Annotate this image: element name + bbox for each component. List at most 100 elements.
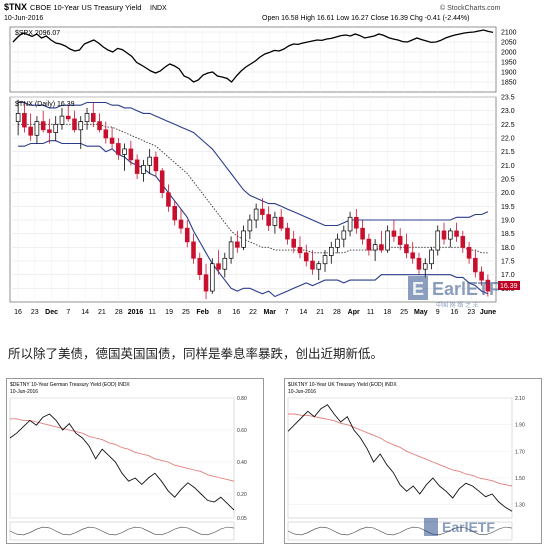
x-tick-label: Dec [45, 309, 58, 316]
last-value-badge [498, 281, 520, 290]
tnx-tick-label: 17.5 [501, 259, 515, 266]
spx-grid [10, 27, 496, 92]
candle-body [134, 159, 140, 174]
thumb-plot: 0.80 0.60 0.40 0.20 0.05 [9, 396, 247, 541]
thumb-date: 10-Jun-2016 [288, 389, 316, 395]
candle-body [235, 241, 240, 248]
candle-body [278, 216, 284, 229]
candle-body [360, 227, 365, 240]
candle-body [59, 115, 65, 125]
candle-body [291, 238, 297, 248]
tnx-tick-label: 21.5 [501, 149, 515, 156]
thumb-series-line [9, 413, 235, 511]
candle-body [272, 216, 278, 226]
candle-body [90, 113, 96, 122]
candle-body [65, 115, 71, 120]
caption-text: 所以除了美债，德国英国国债，同样是拳息率暴跌，创出近期新低。 [8, 346, 384, 361]
x-tick-label: Apr [348, 309, 360, 316]
x-tick-label: 28 [115, 309, 123, 316]
candle-body [285, 227, 290, 240]
bollinger-upper-band [18, 101, 489, 227]
candle-body [97, 121, 102, 131]
candle-body [366, 238, 372, 251]
spx-series-line [12, 29, 494, 83]
x-tick-label: 11 [367, 309, 374, 316]
thumb-tick-label: 0.20 [237, 492, 247, 498]
chart-credit: © StockCharts.com [440, 4, 501, 12]
candle-body [166, 192, 171, 207]
candle-body [266, 214, 271, 226]
candle-body [53, 123, 59, 133]
x-tick-label: 14 [299, 309, 307, 316]
candle-body [347, 216, 353, 232]
candle-body [197, 257, 203, 276]
candle-body [454, 230, 459, 237]
candle-body [228, 241, 234, 259]
thumb-watermark-box [424, 518, 438, 536]
candle-body [47, 129, 52, 133]
candle-body [241, 230, 246, 248]
candle-body [28, 126, 33, 136]
chart-ticker: $TNX [4, 2, 27, 12]
thumb-tick-label: 0.60 [237, 428, 247, 434]
thumb-title: $DETNY 10-Year German Treasury Yield (EO… [10, 382, 130, 388]
x-tick-label: 11 [149, 309, 156, 316]
chart-stats: Open 16.58 High 16.61 Low 16.27 Close 16… [262, 15, 469, 22]
x-tick-label: 8 [217, 309, 221, 316]
candle-body [184, 227, 190, 243]
candle-body [429, 249, 434, 265]
candle-body [141, 164, 146, 174]
candle-body [72, 118, 77, 131]
candle-body [485, 279, 491, 292]
tnx-tick-label: 19.5 [501, 204, 515, 211]
candle-body [128, 148, 134, 161]
x-tick-label: 23 [31, 309, 39, 316]
candle-body [84, 113, 90, 122]
x-tick-label: 14 [81, 309, 89, 316]
candle-body [159, 170, 165, 194]
candle-body [447, 230, 453, 240]
thumb-tick-label: 0.40 [237, 460, 247, 466]
candle-body [341, 230, 347, 240]
spx-axis: 2100 2050 2000 1950 1900 1850 [501, 30, 517, 87]
spx-tick-label: 1850 [501, 80, 517, 87]
candle-body [310, 260, 315, 270]
earletf-watermark: E EarlETF 中国 网 络 之 王 [408, 276, 500, 309]
candle-body [147, 156, 152, 166]
tnx-tick-label: 22.5 [501, 122, 515, 129]
candle-body [410, 252, 416, 259]
candle-body [191, 241, 196, 259]
candle-body [247, 219, 253, 232]
bollinger-middle-band [18, 123, 488, 254]
thumb-tick-label: 0.80 [237, 396, 247, 402]
x-tick-label: 2016 [128, 309, 144, 316]
x-tick-label: 22 [249, 309, 257, 316]
x-tick-label: 16 [232, 309, 240, 316]
candle-body [40, 121, 46, 131]
candle-body [328, 246, 334, 256]
spx-tick-label: 1900 [501, 70, 517, 77]
tnx-label: $TNX (Daily) 16.39 [15, 101, 75, 108]
bollinger-lower-band [18, 140, 489, 298]
thumb-watermark: EarlETF [424, 518, 495, 536]
candle-body [153, 156, 159, 172]
candle-body [379, 244, 384, 251]
candle-body [216, 263, 221, 270]
watermark-logo-letter: E [412, 279, 424, 299]
candle-body [385, 230, 390, 251]
candle-body [303, 252, 309, 262]
x-tick-label: 19 [165, 309, 173, 316]
tnx-tick-label: 19.0 [501, 218, 515, 225]
tnx-tick-label: 23.5 [501, 95, 515, 102]
watermark-logo-box [408, 276, 428, 300]
x-tick-label: 16 [14, 309, 22, 316]
x-tick-label: 18 [383, 309, 391, 316]
candle-body [316, 263, 322, 270]
x-tick-label: 25 [182, 309, 190, 316]
x-tick-label: Feb [196, 309, 208, 316]
candle-body [397, 236, 403, 245]
spx-tick-label: 1950 [501, 60, 517, 67]
candle-body [479, 271, 484, 281]
candle-body [404, 244, 409, 254]
thumb-tick-label: 1.70 [515, 449, 525, 455]
